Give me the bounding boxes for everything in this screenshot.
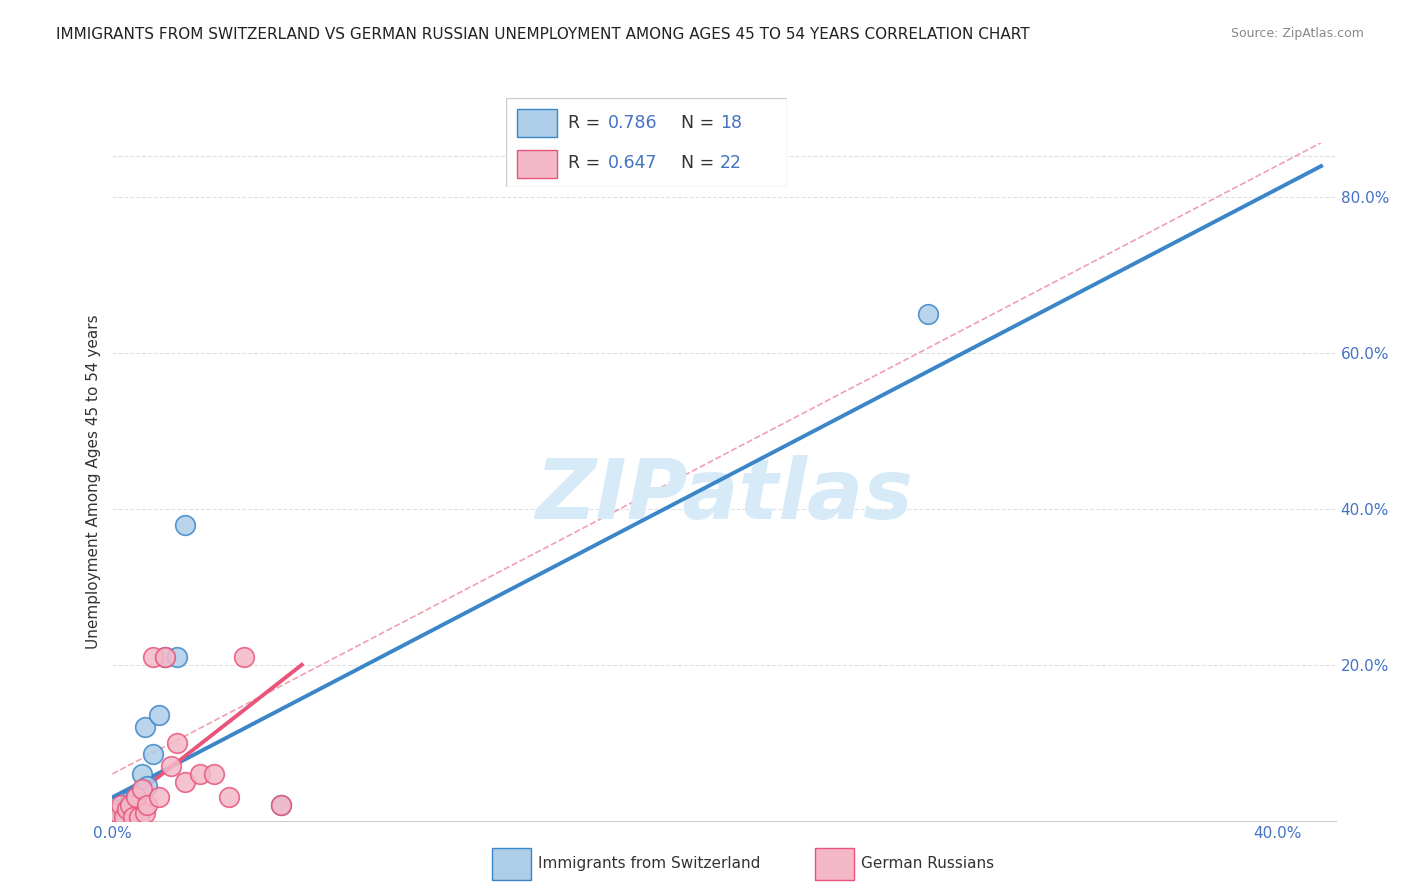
Point — [112, 805, 135, 820]
Bar — [517, 150, 557, 178]
Point — [110, 798, 132, 813]
Text: R =: R = — [568, 114, 606, 132]
Y-axis label: Unemployment Among Ages 45 to 54 years: Unemployment Among Ages 45 to 54 years — [86, 314, 101, 649]
Point — [136, 779, 159, 793]
Point — [131, 767, 153, 781]
Point — [166, 650, 188, 665]
Bar — [492, 848, 531, 880]
Point — [188, 767, 211, 781]
Point — [159, 759, 181, 773]
Point — [153, 650, 176, 665]
Point — [204, 767, 226, 781]
Point — [134, 805, 156, 820]
Text: ZIPatlas: ZIPatlas — [536, 455, 912, 536]
Point — [125, 790, 148, 805]
Point — [174, 774, 197, 789]
Point — [107, 805, 129, 820]
Point — [270, 798, 292, 813]
Point — [115, 802, 138, 816]
Point — [148, 790, 170, 805]
Point — [118, 798, 141, 813]
FancyBboxPatch shape — [506, 98, 787, 187]
Bar — [517, 109, 557, 137]
Text: IMMIGRANTS FROM SWITZERLAND VS GERMAN RUSSIAN UNEMPLOYMENT AMONG AGES 45 TO 54 Y: IMMIGRANTS FROM SWITZERLAND VS GERMAN RU… — [56, 27, 1029, 42]
Text: 22: 22 — [720, 154, 742, 172]
Text: Immigrants from Switzerland: Immigrants from Switzerland — [538, 855, 761, 871]
Point — [110, 802, 132, 816]
Text: Source: ZipAtlas.com: Source: ZipAtlas.com — [1230, 27, 1364, 40]
Point — [917, 307, 939, 321]
Point — [142, 747, 165, 762]
Point — [107, 805, 129, 820]
Point — [153, 650, 176, 665]
Point — [115, 798, 138, 813]
Point — [128, 810, 150, 824]
Text: R =: R = — [568, 154, 606, 172]
Point — [166, 736, 188, 750]
Point — [118, 794, 141, 808]
Text: German Russians: German Russians — [860, 855, 994, 871]
Point — [136, 798, 159, 813]
Text: N =: N = — [681, 154, 720, 172]
Bar — [815, 848, 855, 880]
Point — [270, 798, 292, 813]
Text: 0.786: 0.786 — [607, 114, 657, 132]
Point — [232, 650, 254, 665]
Point — [142, 650, 165, 665]
Text: N =: N = — [681, 114, 720, 132]
Point — [134, 720, 156, 734]
Point — [174, 517, 197, 532]
Text: 0.647: 0.647 — [607, 154, 657, 172]
Point — [131, 782, 153, 797]
Text: 18: 18 — [720, 114, 742, 132]
Point — [128, 810, 150, 824]
Point — [148, 708, 170, 723]
Point — [122, 810, 145, 824]
Point — [218, 790, 240, 805]
Point — [112, 810, 135, 824]
Point — [125, 790, 148, 805]
Point — [122, 805, 145, 820]
